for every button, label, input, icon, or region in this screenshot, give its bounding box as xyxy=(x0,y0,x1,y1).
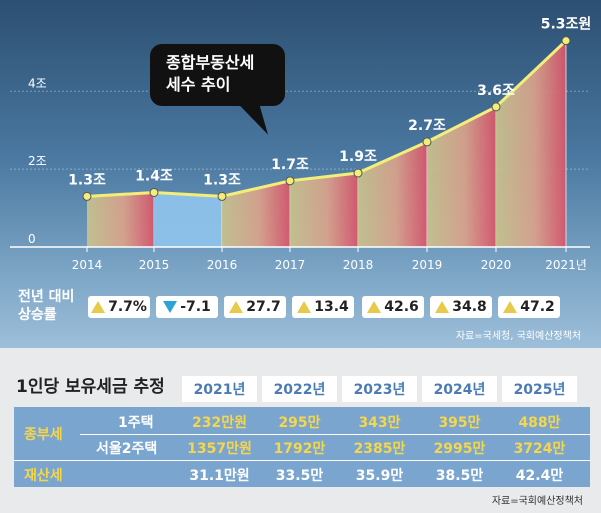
year-header: 2022년 xyxy=(262,376,337,402)
year-header: 2025년 xyxy=(502,376,577,402)
triangle-down-icon xyxy=(163,301,178,313)
value-label: 1.4조 xyxy=(135,169,173,185)
area-segment xyxy=(427,106,496,247)
x-tick-label: 2020 xyxy=(481,258,512,272)
triangle-up-icon xyxy=(229,301,244,313)
change-box: -7.1 xyxy=(156,296,218,318)
chart-area: 4조 2조 0 1.3조 2014 1.4조 2015 1.3조 2016 1.7조 2017 1.9… xyxy=(0,0,601,348)
series-line xyxy=(86,39,568,198)
table-cell: 1792만 xyxy=(273,441,326,457)
value-label: 1.9조 xyxy=(339,149,377,165)
value-label: 1.7조 xyxy=(271,157,309,173)
table-title: 1인당 보유세금 추정 xyxy=(16,377,165,397)
row-label: 서울2주택 xyxy=(96,441,158,457)
value-label: 2.7조 xyxy=(408,118,446,134)
row-label: 1주택 xyxy=(118,415,154,431)
table-body xyxy=(14,407,590,487)
data-point xyxy=(561,36,571,46)
table-cell: 31.1만원 xyxy=(189,468,250,484)
area-segment xyxy=(222,180,290,247)
change-box: 13.4 xyxy=(292,296,354,318)
area-segment xyxy=(290,173,358,247)
change-value: 27.7 xyxy=(246,299,281,315)
data-point xyxy=(422,137,432,147)
year-header: 2023년 xyxy=(342,376,417,402)
table-cell: 295만 xyxy=(278,415,321,431)
year-header: 2024년 xyxy=(422,376,497,402)
group-label-property: 재산세 xyxy=(24,468,63,484)
change-box: 7.7% xyxy=(88,296,150,318)
change-box: 42.6 xyxy=(362,296,424,318)
value-label: 5.3조원 xyxy=(541,17,592,33)
data-point xyxy=(285,176,295,186)
callout-line-1: 종합부동산세 xyxy=(166,53,255,72)
change-value: 13.4 xyxy=(314,299,349,315)
change-value: 7.7% xyxy=(108,299,147,315)
area-segment xyxy=(87,192,154,247)
row-divider xyxy=(14,460,590,461)
y-tick-label: 2조 xyxy=(28,154,47,168)
x-tick-label: 2015 xyxy=(139,258,170,272)
change-value: 34.8 xyxy=(452,299,487,315)
group-label-jongbu: 종부세 xyxy=(24,427,63,443)
row-divider xyxy=(80,434,590,435)
table-cell: 1357만원 xyxy=(187,441,252,457)
table-cell: 42.4만 xyxy=(515,468,564,484)
chart-source: 자료=국세청, 국회예산정책처 xyxy=(455,331,581,342)
data-point xyxy=(353,168,363,178)
change-box: 47.2 xyxy=(498,296,560,318)
change-value: -7.1 xyxy=(180,299,211,315)
table-cell: 395만 xyxy=(438,415,481,431)
change-box: 27.7 xyxy=(224,296,286,318)
table-cell: 343만 xyxy=(358,415,401,431)
triangle-up-icon xyxy=(435,301,450,313)
data-point xyxy=(491,102,501,112)
trend-chart: 4조 2조 0 1.3조 2014 1.4조 2015 1.3조 2016 1.7조 2017 1.9… xyxy=(28,17,592,272)
area-segment xyxy=(496,40,566,247)
table-cell: 2385만 xyxy=(353,441,406,457)
change-label: 전년 대비 상승률 xyxy=(18,288,74,324)
x-tick-label: 2014 xyxy=(72,258,103,272)
x-tick-label: 2021년 xyxy=(545,258,587,272)
x-tick-label: 2018 xyxy=(343,258,374,272)
area-segment xyxy=(358,141,427,247)
callout-line-2: 세수 추이 xyxy=(166,75,231,94)
triangle-up-icon xyxy=(367,301,382,313)
table-cell: 488만 xyxy=(518,415,561,431)
area-segment xyxy=(154,192,222,247)
y-tick-label: 0 xyxy=(28,232,36,246)
change-label-line-2: 상승률 xyxy=(18,307,57,323)
change-value: 42.6 xyxy=(384,299,419,315)
table-cell: 35.9만 xyxy=(355,468,404,484)
value-label: 1.3조 xyxy=(68,172,106,188)
value-label: 3.6조 xyxy=(477,83,515,99)
data-point xyxy=(82,191,92,201)
table-cell: 2995만 xyxy=(433,441,486,457)
data-point xyxy=(149,188,159,197)
change-label-line-1: 전년 대비 xyxy=(18,289,75,305)
value-label: 1.3조 xyxy=(203,172,241,188)
table-cell: 232만원 xyxy=(192,415,247,431)
triangle-up-icon xyxy=(297,301,312,313)
y-tick-label: 4조 xyxy=(28,76,47,90)
change-value: 47.2 xyxy=(520,299,555,315)
triangle-up-icon xyxy=(503,301,518,313)
change-box: 34.8 xyxy=(430,296,492,318)
chart-callout: 종합부동산세 세수 추이 xyxy=(150,44,285,106)
year-header: 2021년 xyxy=(182,376,257,402)
x-tick-label: 2016 xyxy=(207,258,238,272)
table-cell: 33.5만 xyxy=(275,468,324,484)
data-point xyxy=(217,191,227,201)
x-tick-label: 2019 xyxy=(412,258,443,272)
triangle-up-icon xyxy=(91,301,106,313)
x-tick-label: 2017 xyxy=(275,258,306,272)
table-source: 자료=국회예산정책처 xyxy=(491,496,583,507)
table-cell: 3724만 xyxy=(513,441,566,457)
table-cell: 38.5만 xyxy=(435,468,484,484)
